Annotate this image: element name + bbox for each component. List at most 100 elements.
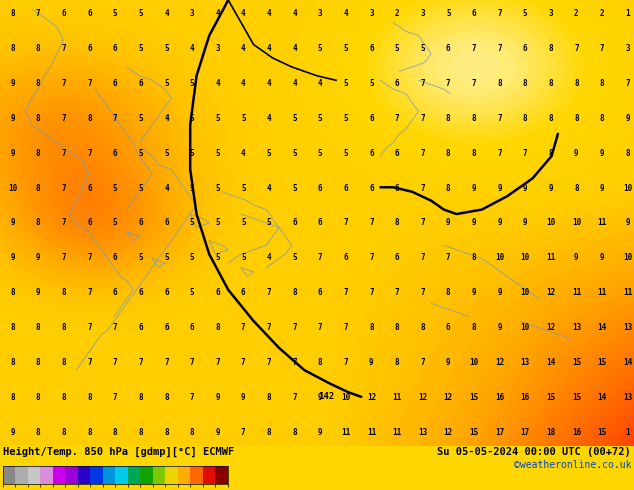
Text: 15: 15 (572, 358, 581, 367)
Text: 8: 8 (446, 114, 451, 122)
Text: 7: 7 (395, 288, 399, 297)
Text: 11: 11 (392, 393, 402, 402)
Text: 8: 8 (10, 323, 15, 332)
Text: 7: 7 (446, 79, 451, 88)
Text: 6: 6 (190, 323, 195, 332)
Text: 8: 8 (267, 393, 271, 402)
Text: 5: 5 (446, 9, 451, 18)
Text: 12: 12 (444, 393, 453, 402)
Text: 8: 8 (267, 428, 271, 437)
Text: 4: 4 (216, 9, 220, 18)
Text: 8: 8 (292, 288, 297, 297)
Text: 6: 6 (395, 148, 399, 158)
Text: 8: 8 (472, 114, 476, 122)
Text: 5: 5 (138, 253, 143, 262)
Text: 4: 4 (292, 9, 297, 18)
Text: 7: 7 (497, 148, 502, 158)
Text: 6: 6 (344, 184, 348, 193)
Text: 7: 7 (344, 358, 348, 367)
Text: 8: 8 (61, 393, 66, 402)
Text: 8: 8 (87, 114, 92, 122)
Text: 7: 7 (318, 323, 323, 332)
Text: 8: 8 (523, 114, 527, 122)
Text: 5: 5 (138, 184, 143, 193)
Text: 8: 8 (420, 323, 425, 332)
Text: 7: 7 (113, 393, 117, 402)
Text: 6: 6 (87, 9, 92, 18)
Text: 6: 6 (292, 219, 297, 227)
Text: 7: 7 (369, 219, 373, 227)
Text: 7: 7 (497, 114, 502, 122)
Text: 9: 9 (548, 184, 553, 193)
Text: 10: 10 (521, 323, 530, 332)
Text: 7: 7 (420, 79, 425, 88)
Text: 6: 6 (395, 184, 399, 193)
Text: 13: 13 (572, 323, 581, 332)
Text: 6: 6 (369, 148, 373, 158)
Text: 4: 4 (241, 148, 245, 158)
Text: 9: 9 (600, 184, 604, 193)
Text: 7: 7 (87, 358, 92, 367)
Text: 17: 17 (495, 428, 504, 437)
Text: 12: 12 (418, 393, 427, 402)
Text: 7: 7 (369, 288, 373, 297)
Text: 8: 8 (61, 323, 66, 332)
Text: 9: 9 (472, 288, 476, 297)
Text: 4: 4 (292, 44, 297, 53)
Text: 5: 5 (292, 184, 297, 193)
Text: 13: 13 (418, 428, 427, 437)
Text: 7: 7 (344, 323, 348, 332)
Text: 8: 8 (36, 184, 41, 193)
Text: 9: 9 (241, 393, 245, 402)
Text: 8: 8 (548, 148, 553, 158)
Text: 5: 5 (318, 148, 323, 158)
Text: 7: 7 (600, 44, 604, 53)
Text: 12: 12 (444, 428, 453, 437)
Text: 15: 15 (597, 428, 607, 437)
Text: 5: 5 (113, 184, 117, 193)
Text: 4: 4 (241, 9, 245, 18)
Text: 9: 9 (10, 219, 15, 227)
Text: 9: 9 (10, 253, 15, 262)
Text: 9: 9 (523, 184, 527, 193)
Text: 7: 7 (292, 393, 297, 402)
Text: 9: 9 (523, 219, 527, 227)
Text: ©weatheronline.co.uk: ©weatheronline.co.uk (514, 460, 631, 470)
Text: 5: 5 (216, 148, 220, 158)
Text: 4: 4 (164, 9, 169, 18)
Text: 13: 13 (521, 358, 530, 367)
Text: 5: 5 (216, 114, 220, 122)
Text: 9: 9 (36, 288, 41, 297)
Text: 8: 8 (548, 114, 553, 122)
Text: 5: 5 (292, 114, 297, 122)
Text: 8: 8 (36, 79, 41, 88)
Text: 9: 9 (574, 148, 579, 158)
Text: 8: 8 (164, 428, 169, 437)
Text: 6: 6 (369, 114, 373, 122)
Text: 10: 10 (8, 184, 17, 193)
Text: 5: 5 (216, 184, 220, 193)
Text: 1: 1 (625, 9, 630, 18)
Text: 9: 9 (318, 393, 323, 402)
Text: 9: 9 (574, 253, 579, 262)
Text: 7: 7 (420, 288, 425, 297)
Text: 8: 8 (497, 79, 502, 88)
Text: 7: 7 (446, 253, 451, 262)
Text: 5: 5 (138, 148, 143, 158)
Text: 11: 11 (597, 219, 607, 227)
Text: 9: 9 (472, 219, 476, 227)
Text: 8: 8 (87, 428, 92, 437)
Text: 2: 2 (574, 9, 579, 18)
Text: 7: 7 (420, 358, 425, 367)
Text: 5: 5 (216, 219, 220, 227)
Text: 8: 8 (36, 114, 41, 122)
Text: 5: 5 (190, 184, 195, 193)
Text: 9: 9 (625, 114, 630, 122)
Text: 7: 7 (625, 79, 630, 88)
Text: 8: 8 (190, 428, 195, 437)
Text: 7: 7 (216, 358, 220, 367)
Text: 8: 8 (625, 148, 630, 158)
Text: 6: 6 (113, 79, 117, 88)
Text: 4: 4 (164, 114, 169, 122)
Text: 9: 9 (216, 428, 220, 437)
